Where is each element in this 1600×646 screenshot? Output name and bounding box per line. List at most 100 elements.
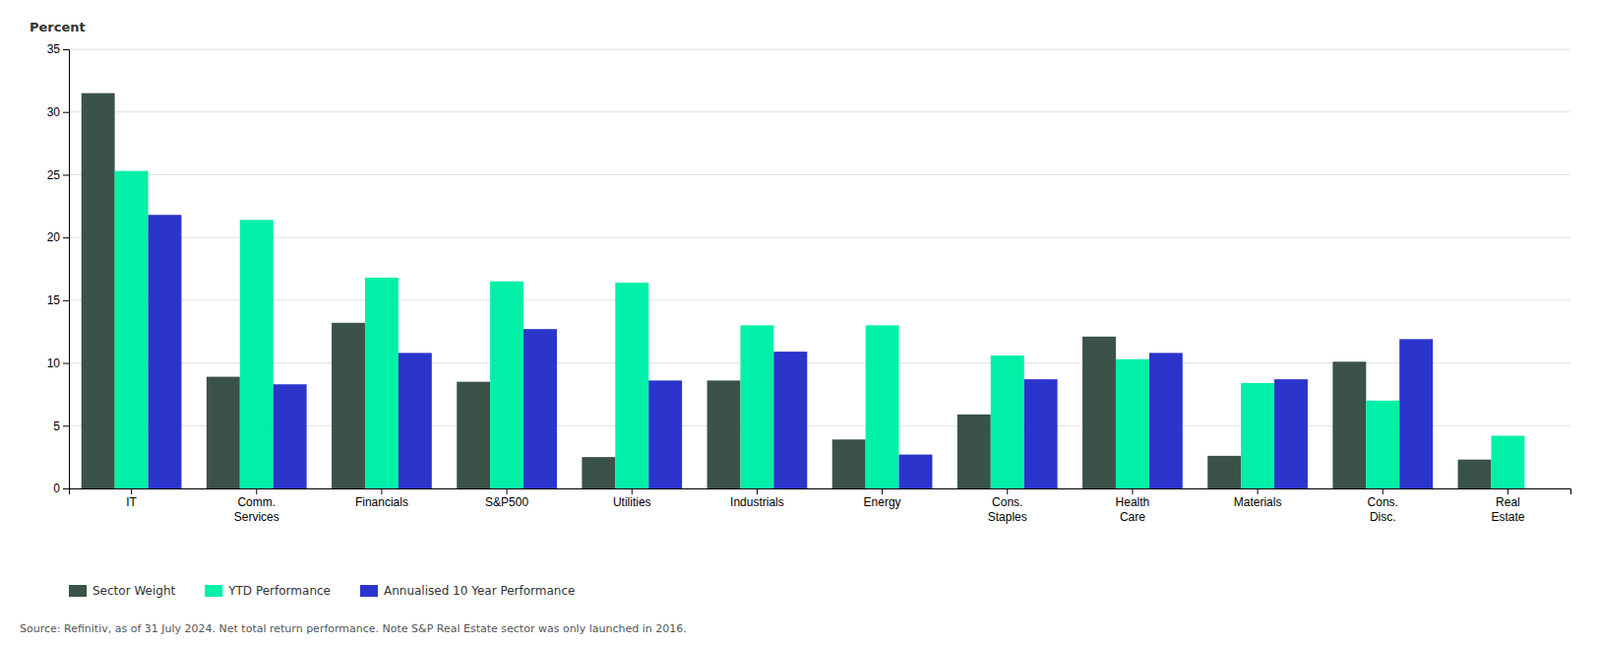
y-tick: 30: [47, 105, 69, 120]
legend-item: Sector Weight: [68, 583, 176, 598]
y-axis-line: [62, 50, 70, 490]
y-tick-label: 0: [53, 481, 61, 495]
x-tick: HealthCare: [1115, 488, 1151, 524]
x-tick-label: Comm.Services: [234, 494, 280, 525]
x-tick: RealEstate: [1490, 488, 1525, 524]
y-tick: 10: [47, 356, 69, 370]
x-tick-label-line: Comm.: [237, 494, 276, 509]
annotation: Source: Refinitiv, as of 31 July 2024. N…: [19, 621, 687, 635]
x-tick-mark: [130, 488, 132, 494]
y-tick-label: 5: [53, 419, 61, 433]
x-tick-mark: [631, 488, 633, 494]
y-axis-label: Percent: [29, 19, 86, 35]
x-tick-label-line: Financials: [355, 494, 409, 509]
x-tick: Utilities: [613, 488, 652, 509]
y-tick-mark: [62, 174, 69, 176]
x-axis: IT Comm.Services Financials S&P500 Utilities…: [69, 488, 1572, 524]
bar: [865, 324, 900, 489]
x-tick-mark: [881, 488, 883, 494]
bar: [832, 438, 866, 489]
y-tick-label: 35: [47, 42, 62, 57]
x-tick-mark: [1131, 488, 1133, 494]
x-tick-label-line: S&P500: [485, 494, 529, 509]
x-tick-label: Energy: [863, 494, 902, 509]
bar: [365, 277, 399, 489]
y-tick: 5: [53, 419, 69, 433]
y-tick-mark: [62, 49, 69, 51]
bar: [1458, 459, 1492, 489]
x-tick-label-line: Health: [1115, 494, 1151, 509]
x-tick-label-line: Services: [234, 509, 280, 524]
legend-item: Annualised 10 Year Performance: [360, 583, 575, 598]
bar: [81, 93, 116, 489]
y-tick-label: 20: [47, 230, 62, 245]
grid-line: [68, 174, 1571, 176]
x-axis-line: [69, 489, 1572, 495]
x-tick-label: Industrials: [730, 494, 785, 509]
x-tick-label-line: Staples: [987, 509, 1028, 524]
y-tick: 15: [47, 293, 69, 308]
grid-line: [68, 111, 1571, 113]
legend-label: Annualised 10 Year Performance: [383, 583, 575, 598]
bar: [115, 171, 149, 489]
bar: [957, 414, 991, 489]
legend-label: YTD Performance: [227, 583, 331, 598]
bar: [707, 379, 741, 489]
y-tick-label: 10: [47, 356, 62, 370]
x-tick: Industrials: [730, 488, 785, 509]
bar: [1207, 455, 1241, 489]
x-tick-label-line: Disc.: [1369, 509, 1397, 524]
x-tick-mark: [1257, 488, 1259, 494]
bar: [490, 281, 524, 489]
y-tick-mark: [62, 237, 69, 239]
legend: Sector Weight YTD Performance Annualised 1…: [68, 583, 575, 598]
grid-line: [68, 237, 1571, 239]
x-tick-label: Cons.Staples: [987, 494, 1028, 525]
bar: [990, 355, 1025, 489]
x-tick-mark: [255, 488, 257, 494]
bar: [1240, 382, 1275, 489]
bar: [1490, 434, 1525, 489]
y-tick-mark: [62, 425, 69, 427]
bar: [206, 376, 241, 489]
bar: [1524, 488, 1558, 490]
x-tick: Financials: [355, 488, 409, 509]
bar: [1024, 378, 1058, 489]
legend-swatch: [68, 584, 87, 597]
x-tick: Cons.Staples: [987, 488, 1028, 524]
bar: [148, 214, 183, 489]
x-tick-label-line: Energy: [863, 494, 902, 509]
x-tick-mark: [506, 488, 508, 494]
y-tick-mark: [62, 488, 69, 490]
bar: [1399, 338, 1433, 489]
chart: 0 5 10 15 20 25 30 35 IT Comm.Services Financials S…: [0, 0, 1600, 646]
x-tick-label-line: Materials: [1233, 494, 1283, 509]
bar: [1115, 359, 1150, 489]
bar: [615, 282, 649, 489]
y-axis: 0 5 10 15 20 25 30 35: [47, 42, 70, 495]
x-tick-label-line: Care: [1119, 509, 1146, 524]
grid-line: [68, 299, 1571, 301]
y-tick: 25: [47, 168, 69, 183]
bar: [1082, 336, 1116, 489]
x-tick-label: Utilities: [613, 494, 652, 509]
x-tick-label: IT: [125, 494, 137, 509]
y-tick-mark: [62, 112, 69, 114]
x-tick-label: S&P500: [485, 494, 529, 509]
x-tick-label-line: Utilities: [613, 494, 652, 509]
legend-swatch: [204, 584, 223, 597]
grid-line: [68, 49, 1571, 51]
x-tick-label-line: Cons.: [991, 494, 1023, 509]
x-tick-label-line: Industrials: [730, 494, 785, 509]
grid: [68, 49, 1571, 489]
y-tick-mark: [62, 300, 69, 302]
bars: [81, 93, 1526, 489]
x-tick: IT: [125, 488, 137, 509]
y-tick: 20: [47, 230, 69, 245]
x-tick: Cons.Disc.: [1367, 488, 1399, 524]
bar: [1332, 361, 1366, 489]
bar: [398, 352, 432, 489]
bar: [1149, 352, 1183, 489]
bar-series: [115, 171, 1526, 489]
bar: [273, 383, 308, 489]
